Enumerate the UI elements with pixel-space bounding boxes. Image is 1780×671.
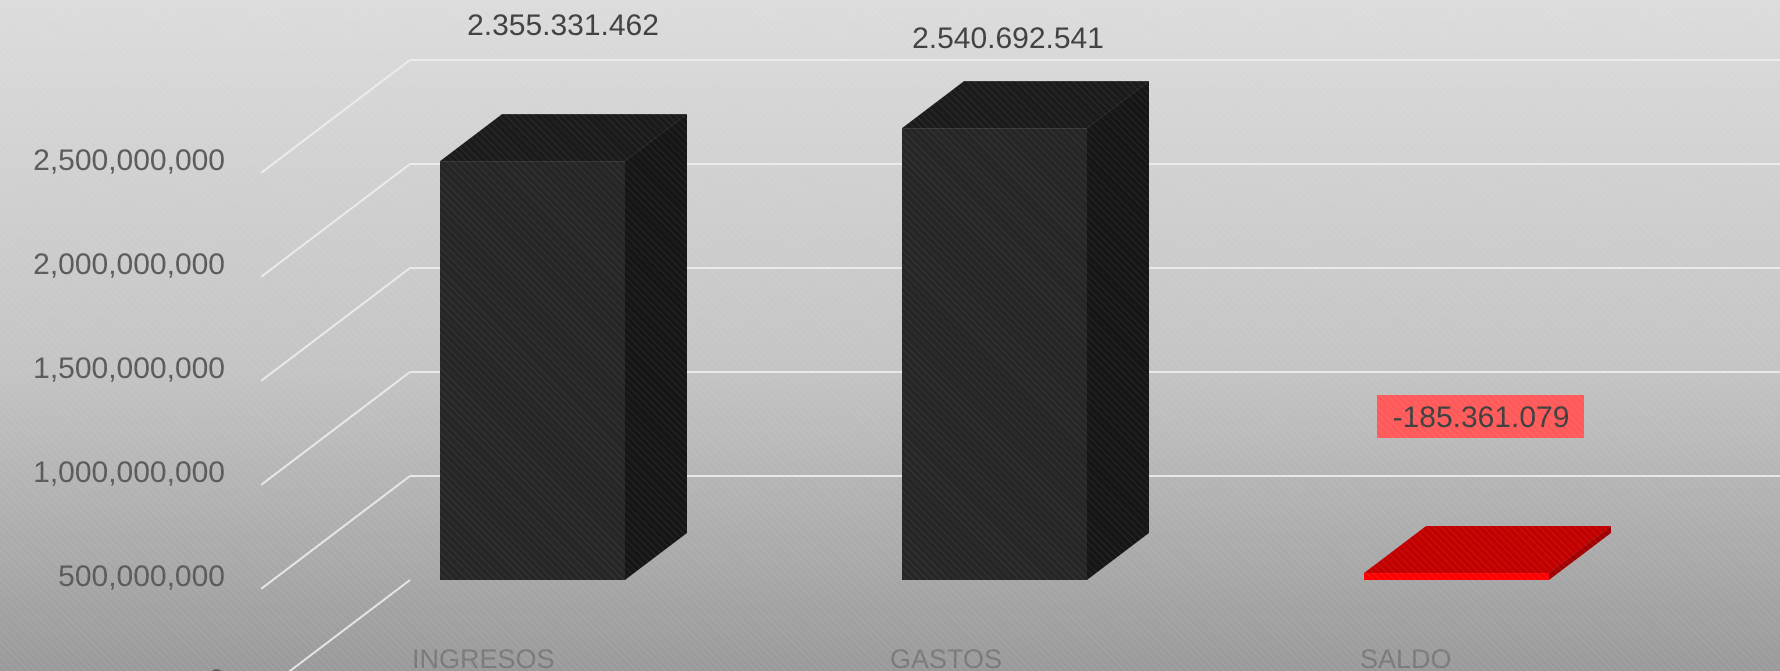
- gridline-depth: [260, 267, 411, 382]
- data-label-background: [1377, 395, 1584, 438]
- bar-side: [625, 114, 687, 580]
- bar: [1364, 573, 1549, 580]
- bar-side: [1549, 526, 1611, 580]
- category-labels: INGRESOS GASTOS SALDO: [412, 644, 1452, 671]
- category-label: INGRESOS: [412, 644, 555, 671]
- bar: [902, 128, 1087, 580]
- bars: [440, 81, 1611, 580]
- y-tick-label: 1,500,000,000: [33, 352, 225, 385]
- y-tick-label: 1,000,000,000: [33, 456, 225, 489]
- gridline-depth: [260, 59, 411, 174]
- data-labels: 2.355.331.462 2.540.692.541 -185.361.079: [467, 9, 1584, 438]
- y-tick-label: 2,000,000,000: [33, 248, 225, 281]
- bar-top: [1364, 526, 1611, 574]
- y-tick-label: 500,000,000: [58, 560, 225, 593]
- category-label: SALDO: [1360, 644, 1452, 671]
- bar: [440, 161, 625, 580]
- gridline-depth: [260, 371, 411, 486]
- data-label: 2.355.331.462: [467, 9, 659, 42]
- gridline-depth: [288, 579, 411, 671]
- category-label: GASTOS: [890, 644, 1002, 671]
- data-label: 2.540.692.541: [912, 22, 1104, 55]
- gridline-depth: [260, 163, 411, 278]
- bar-top: [440, 114, 687, 162]
- y-axis-tick-labels: 0 500,000,000 1,000,000,000 1,500,000,000 2,…: [33, 144, 225, 671]
- y-tick-label: 2,500,000,000: [33, 144, 225, 177]
- gridline-depth: [260, 475, 411, 590]
- bar-side: [1087, 81, 1149, 580]
- data-label: -185.361.079: [1393, 401, 1570, 434]
- y-tick-label: 0: [208, 664, 225, 671]
- bar-top: [902, 81, 1149, 129]
